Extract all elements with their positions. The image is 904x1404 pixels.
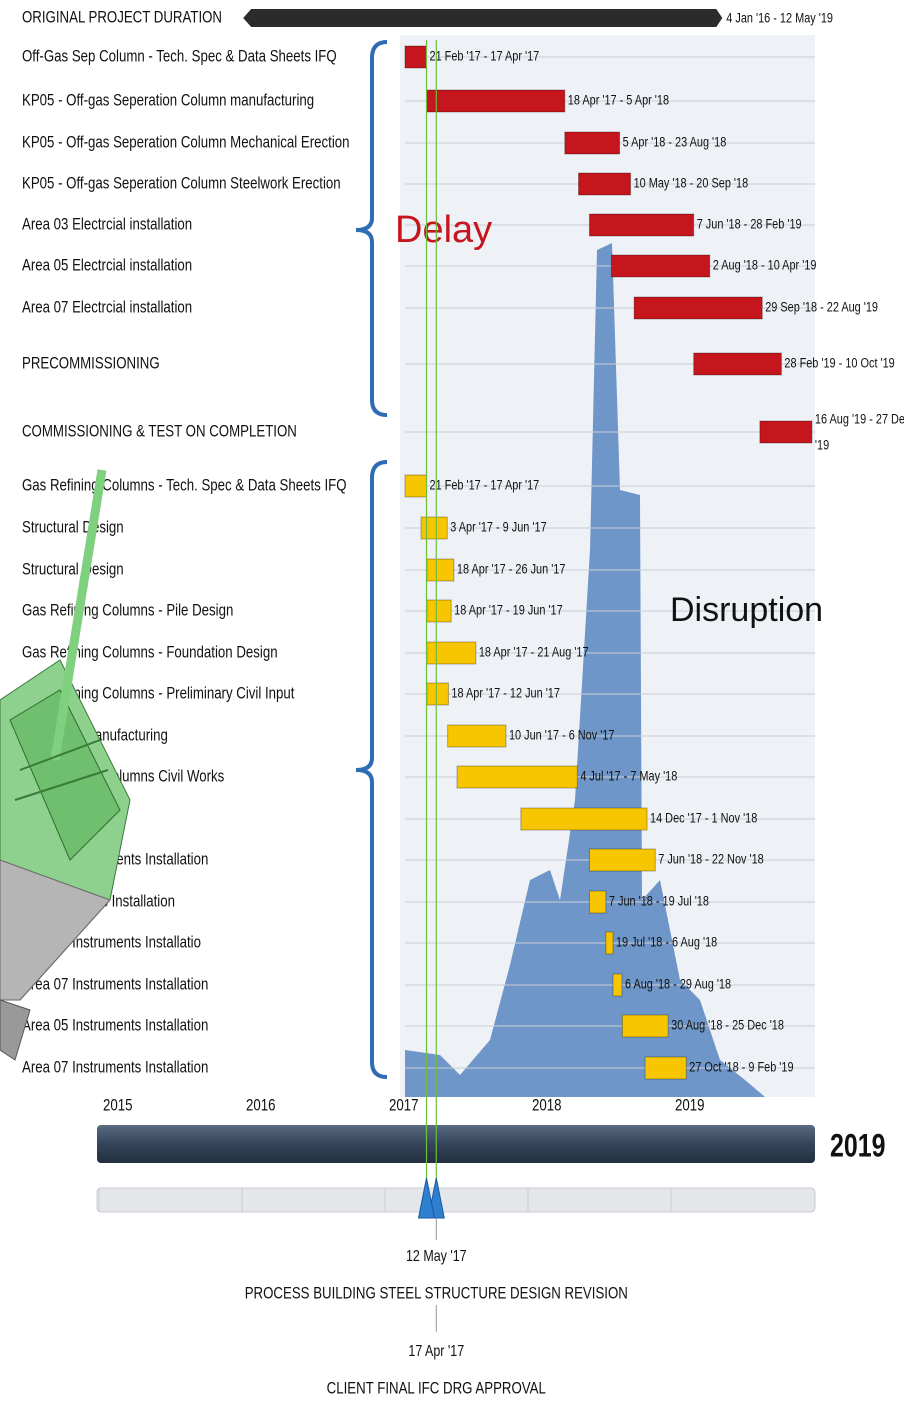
task-bar	[605, 931, 614, 955]
task-bar	[588, 890, 607, 914]
task-bar	[456, 765, 578, 789]
milestone-marker	[417, 1177, 436, 1219]
task-bar	[426, 641, 477, 665]
task-bar	[426, 599, 452, 623]
task-label: Gas Refining Columns - Preliminary Civil…	[22, 684, 295, 703]
date-label: 14 Dec '17 - 1 Nov '18	[650, 810, 757, 826]
date-label: 18 Apr '17 - 12 Jun '17	[451, 685, 560, 701]
task-label: Area 07 Electrcial installation	[22, 298, 192, 317]
task-bar	[759, 420, 813, 444]
task-bar	[447, 724, 507, 748]
date-label: 10 May '18 - 20 Sep '18	[634, 175, 749, 191]
timeline-bar	[97, 1125, 815, 1163]
date-label: 4 Jul '17 - 7 May '18	[580, 768, 677, 784]
date-label: 16 Aug '19 - 27 Dec '19	[815, 411, 904, 453]
task-bar	[404, 45, 428, 69]
date-label: 28 Feb '19 - 10 Oct '19	[784, 355, 894, 371]
task-bar	[621, 1014, 669, 1038]
task-label: Area 03 Electrcial installation	[22, 215, 192, 234]
current-year: 2019	[830, 1129, 886, 1165]
milestone-date: 17 Apr '17	[408, 1343, 464, 1361]
task-label: Gas Refining Columns - Foundation Design	[22, 643, 278, 662]
task-label: Gas Refining Columns - Tech. Spec & Data…	[22, 476, 347, 495]
task-bar	[693, 352, 782, 376]
timeline-track	[96, 1187, 816, 1213]
date-label: 18 Apr '17 - 5 Apr '18	[568, 92, 669, 108]
bracket	[355, 460, 388, 1079]
task-label: Area 05 Instruments Installation	[22, 1016, 208, 1035]
year-label: 2019	[675, 1096, 704, 1115]
task-label: Off-Gas Sep Column - Tech. Spec & Data S…	[22, 47, 337, 66]
task-label: Structural Design	[22, 518, 124, 537]
date-label: 7 Jun '18 - 28 Feb '19	[697, 216, 802, 232]
task-bar	[633, 296, 763, 320]
task-bar	[588, 848, 656, 872]
task-label: KP05 - Off-gas Seperation Column Steelwo…	[22, 174, 341, 193]
date-label: 27 Oct '18 - 9 Feb '19	[689, 1059, 793, 1075]
date-label: 18 Apr '17 - 19 Jun '17	[454, 602, 563, 618]
year-label: 2016	[246, 1096, 275, 1115]
date-label: 2 Aug '18 - 10 Apr '19	[713, 257, 817, 273]
task-label: Area 07 Instruments Installation	[22, 975, 208, 994]
task-bar	[404, 474, 428, 498]
task-bar	[426, 682, 449, 706]
task-label: PRECOMMISSIONING	[22, 354, 160, 373]
task-bar	[610, 254, 711, 278]
date-label: 18 Apr '17 - 21 Aug '17	[479, 644, 589, 660]
milestone-label: CLIENT FINAL IFC DRG APPROVAL	[327, 1379, 546, 1398]
date-label: 19 Jul '18 - 6 Aug '18	[616, 934, 717, 950]
task-label: Gas Refining Columns - Pile Design	[22, 601, 233, 620]
date-label: 21 Feb '17 - 17 Apr '17	[430, 48, 540, 64]
duration-label: ORIGINAL PROJECT DURATION	[22, 8, 222, 27]
task-bar	[644, 1056, 687, 1080]
task-label: KP05 - Off-gas Seperation Column Mechani…	[22, 133, 350, 152]
task-label: Structural Design	[22, 560, 124, 579]
date-label: 30 Aug '18 - 25 Dec '18	[671, 1017, 784, 1033]
year-label: 2017	[389, 1096, 418, 1115]
task-bar	[426, 89, 566, 113]
duration-dates: 4 Jan '16 - 12 May '19	[726, 10, 833, 26]
task-bar	[426, 558, 455, 582]
milestone-label: PROCESS BUILDING STEEL STRUCTURE DESIGN …	[245, 1284, 628, 1303]
date-label: 3 Apr '17 - 9 Jun '17	[450, 519, 546, 535]
task-bar	[578, 172, 632, 196]
task-bar	[420, 516, 448, 540]
date-label: 7 Jun '18 - 19 Jul '18	[609, 893, 709, 909]
task-label: KP05 - Off-gas Seperation Column manufac…	[22, 91, 314, 110]
task-bar	[588, 213, 695, 237]
duration-bar	[243, 9, 723, 27]
annotation: Disruption	[670, 591, 823, 629]
task-label: Area 05 Electrcial installation	[22, 256, 192, 275]
year-label: 2015	[103, 1096, 132, 1115]
date-label: 6 Aug '18 - 29 Aug '18	[625, 976, 731, 992]
task-label: COMMISSIONING & TEST ON COMPLETION	[22, 422, 297, 441]
date-label: 5 Apr '18 - 23 Aug '18	[623, 134, 727, 150]
date-label: 10 Jun '17 - 6 Nov '17	[509, 727, 615, 743]
date-label: 7 Jun '18 - 22 Nov '18	[658, 851, 764, 867]
date-label: 29 Sep '18 - 22 Aug '19	[765, 299, 878, 315]
date-label: 18 Apr '17 - 26 Jun '17	[457, 561, 566, 577]
date-label: 21 Feb '17 - 17 Apr '17	[430, 477, 540, 493]
task-bar	[612, 973, 623, 997]
building	[0, 469, 131, 1061]
task-label: Area 07 Instruments Installation	[22, 1058, 208, 1077]
task-bar	[564, 131, 621, 155]
annotation: Delay	[395, 209, 492, 251]
bracket	[355, 40, 388, 417]
year-label: 2018	[532, 1096, 561, 1115]
task-bar	[520, 807, 648, 831]
milestone-date: 12 May '17	[406, 1248, 467, 1266]
resource-histogram	[405, 243, 765, 1097]
